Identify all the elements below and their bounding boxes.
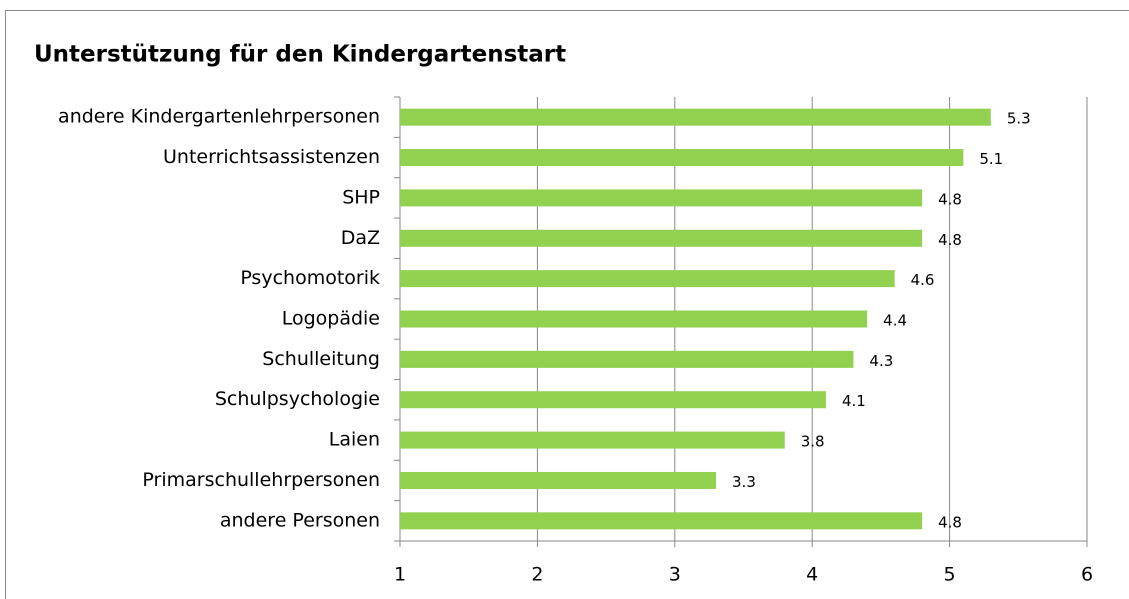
y-tick-label: SHP xyxy=(342,186,380,208)
bar xyxy=(400,149,964,167)
value-label: 4.8 xyxy=(938,231,962,249)
bar xyxy=(400,270,895,288)
value-label: 5.1 xyxy=(979,150,1003,168)
y-tick-label: Primarschullehrpersonen xyxy=(142,469,380,491)
y-tick-label: andere Kindergartenlehrpersonen xyxy=(58,106,380,128)
chart-title: Unterstützung für den Kindergartenstart xyxy=(34,42,566,68)
bar xyxy=(400,512,923,530)
value-label: 4.3 xyxy=(869,352,893,370)
value-label: 4.1 xyxy=(842,392,866,410)
x-tick-label: 6 xyxy=(1081,564,1093,586)
value-label: 4.8 xyxy=(938,513,962,531)
x-tick-label: 5 xyxy=(944,564,956,586)
bar xyxy=(400,189,923,207)
y-tick-label: Logopädie xyxy=(282,308,380,330)
bar xyxy=(400,391,826,409)
y-tick-label: Laien xyxy=(329,429,380,451)
value-label: 3.3 xyxy=(732,473,756,491)
value-label: 4.6 xyxy=(911,271,935,289)
x-tick-label: 3 xyxy=(669,564,681,586)
x-tick-label: 4 xyxy=(806,564,818,586)
bar xyxy=(400,229,923,247)
x-tick-label: 1 xyxy=(394,564,406,586)
bar xyxy=(400,108,991,126)
y-tick-label: Schulpsychologie xyxy=(215,388,380,410)
bar xyxy=(400,471,717,489)
value-label: 4.8 xyxy=(938,190,962,208)
bar xyxy=(400,310,868,328)
value-label: 3.8 xyxy=(801,433,825,451)
value-label: 5.3 xyxy=(1007,110,1031,128)
y-tick-label: Schulleitung xyxy=(262,348,380,370)
y-tick-label: DaZ xyxy=(341,227,380,249)
bar xyxy=(400,431,785,449)
y-tick-label: Psychomotorik xyxy=(240,267,380,289)
y-tick-label: Unterrichtsassistenzen xyxy=(163,146,380,168)
x-tick-label: 2 xyxy=(531,564,543,586)
bar xyxy=(400,350,854,368)
chart-frame xyxy=(5,10,1129,599)
y-tick-label: andere Personen xyxy=(220,509,380,531)
value-label: 4.4 xyxy=(883,312,907,330)
